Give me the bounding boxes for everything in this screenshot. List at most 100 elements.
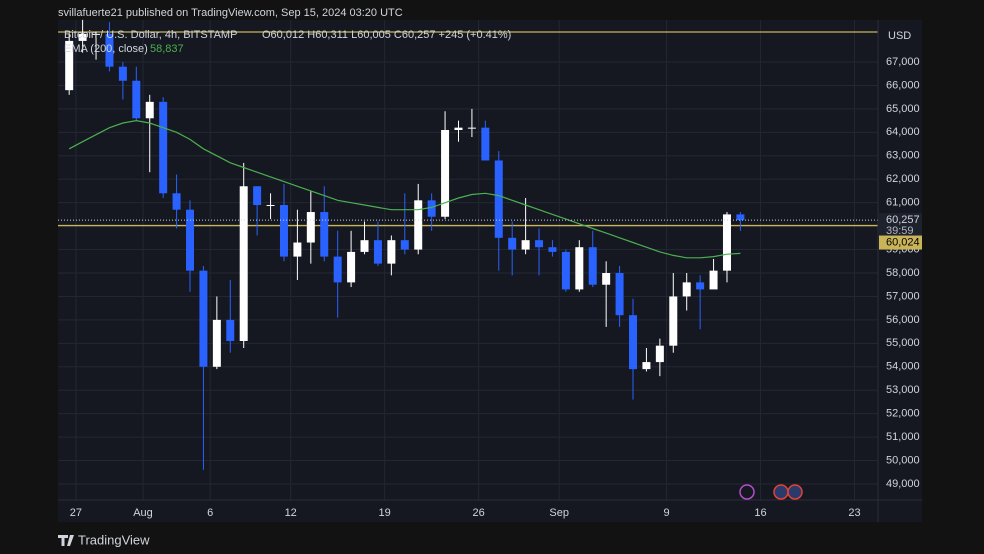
countdown: 39:59 bbox=[886, 225, 914, 237]
candle-body bbox=[696, 282, 705, 290]
y-tick-label: 62,000 bbox=[886, 173, 920, 185]
y-tick-label: 61,000 bbox=[886, 197, 920, 209]
y-tick-label: 51,000 bbox=[886, 431, 920, 443]
candle-body bbox=[266, 205, 275, 207]
event-icon[interactable] bbox=[773, 484, 789, 500]
candle-body bbox=[347, 251, 356, 283]
candle-body bbox=[481, 127, 490, 161]
candle-body bbox=[293, 242, 302, 257]
indicator-value: 58,837 bbox=[150, 43, 184, 55]
candle-body bbox=[548, 247, 557, 252]
chart-title: Bitcoin / U.S. Dollar, 4h, BITSTAMP bbox=[64, 29, 237, 41]
candle-body bbox=[669, 296, 678, 346]
candle-body bbox=[78, 33, 87, 41]
candle-body bbox=[615, 272, 624, 316]
candle-body bbox=[239, 186, 248, 341]
candle-body bbox=[561, 251, 570, 290]
candle-body bbox=[132, 80, 141, 119]
y-tick-label: 65,000 bbox=[886, 103, 920, 115]
y-tick-label: 63,000 bbox=[886, 150, 920, 162]
x-tick-label: 26 bbox=[473, 507, 485, 519]
y-tick-label: 54,000 bbox=[886, 361, 920, 373]
candle-body bbox=[642, 362, 651, 370]
grid bbox=[58, 20, 878, 500]
candle-body bbox=[736, 214, 745, 221]
candle-body bbox=[629, 315, 638, 370]
plot bbox=[58, 19, 878, 470]
y-tick-label: 67,000 bbox=[886, 56, 920, 68]
candle-body bbox=[105, 33, 114, 67]
y-tick-label: 53,000 bbox=[886, 384, 920, 396]
byline: svillafuerte21 published on TradingView.… bbox=[58, 7, 403, 19]
y-tick-label: 57,000 bbox=[886, 290, 920, 302]
candle-body bbox=[118, 66, 127, 81]
candle-body bbox=[360, 240, 369, 252]
candle-body bbox=[320, 212, 329, 257]
brand-logo bbox=[58, 535, 74, 546]
candle-body bbox=[682, 282, 691, 297]
candle-body bbox=[65, 40, 74, 91]
candle-body bbox=[602, 272, 611, 285]
event-icon[interactable] bbox=[787, 484, 803, 500]
y-tick-label: 55,000 bbox=[886, 337, 920, 349]
candle-body bbox=[722, 214, 731, 271]
candle-body bbox=[575, 247, 584, 290]
last-price-box bbox=[879, 213, 922, 238]
x-tick-label: 16 bbox=[754, 507, 766, 519]
level-label: 60,024 bbox=[886, 236, 920, 248]
x-tick-label: 12 bbox=[285, 507, 297, 519]
candle-body bbox=[508, 237, 517, 250]
candle-body bbox=[400, 240, 409, 250]
y-tick-label: 66,000 bbox=[886, 79, 920, 91]
candle-body bbox=[159, 101, 168, 194]
candle-body bbox=[427, 200, 436, 217]
currency: USD bbox=[888, 30, 911, 42]
candle-body bbox=[186, 209, 195, 271]
y-tick-label: 50,000 bbox=[886, 454, 920, 466]
candle-body bbox=[387, 240, 396, 264]
candle-body bbox=[306, 212, 315, 243]
indicator-name: EMA (200, close) bbox=[64, 43, 148, 55]
candle-body bbox=[494, 160, 503, 238]
candle-body bbox=[172, 193, 181, 210]
y-tick-label: 58,000 bbox=[886, 267, 920, 279]
candle-body bbox=[467, 127, 476, 129]
candle-body bbox=[588, 247, 597, 285]
candle-body bbox=[414, 200, 423, 250]
ohlc-readout: O60,012 H60,311 L60,005 C60,257 +245 (+0… bbox=[262, 29, 511, 41]
candle-body bbox=[655, 345, 664, 363]
axes: 49,000 50,000 51,000 52,000 53,000 54,000 55,0… bbox=[70, 56, 922, 519]
chart-panel bbox=[58, 20, 922, 522]
y-tick-label: 49,000 bbox=[886, 478, 920, 490]
candle-body bbox=[521, 240, 530, 250]
x-tick-label: 9 bbox=[664, 507, 670, 519]
candle-body bbox=[535, 240, 544, 248]
candle-body bbox=[92, 33, 101, 35]
last-price-label: 60,257 bbox=[886, 214, 920, 226]
y-tick-label: 56,000 bbox=[886, 314, 920, 326]
x-tick-label: Aug bbox=[133, 507, 153, 519]
candle-body bbox=[709, 270, 718, 290]
candle-body bbox=[441, 129, 450, 217]
candle-body bbox=[145, 101, 154, 119]
event-icon[interactable] bbox=[739, 484, 755, 500]
candle-body bbox=[333, 256, 342, 283]
y-tick-label: 64,000 bbox=[886, 126, 920, 138]
candle-body bbox=[279, 205, 288, 257]
candle-body bbox=[253, 186, 262, 206]
candle-body bbox=[199, 270, 208, 367]
candle-body bbox=[212, 319, 221, 367]
x-tick-label: 23 bbox=[848, 507, 860, 519]
level-box bbox=[879, 235, 922, 250]
x-tick-label: 27 bbox=[70, 507, 82, 519]
brand: TradingView bbox=[78, 532, 150, 547]
candle-body bbox=[226, 319, 235, 341]
x-tick-label: 6 bbox=[207, 507, 213, 519]
x-tick-label: 19 bbox=[379, 507, 391, 519]
ema-line bbox=[68, 119, 741, 259]
candle-body bbox=[373, 240, 382, 264]
x-tick-label: Sep bbox=[549, 507, 569, 519]
y-tick-label: 52,000 bbox=[886, 408, 920, 420]
